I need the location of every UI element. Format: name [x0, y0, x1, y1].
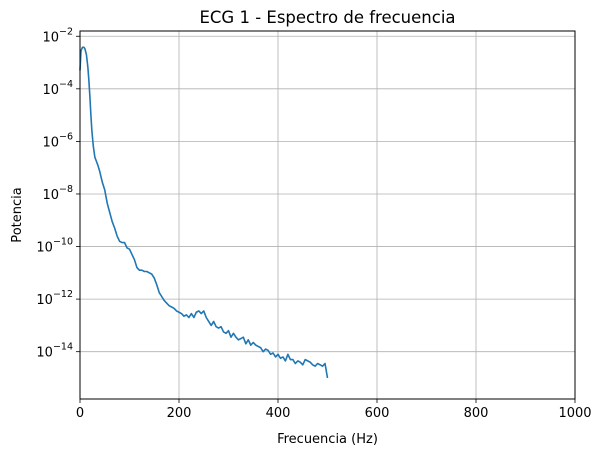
plot-background: [80, 31, 575, 399]
x-tick-label: 0: [76, 406, 84, 421]
y-tick-label: 10−8: [42, 184, 73, 203]
y-axis-ticks: 10−14 10−12 10−10 10−8 10−6 10−4 10−2: [36, 26, 80, 361]
y-tick-label: 10−6: [42, 131, 73, 150]
y-tick-label: 10−14: [36, 342, 73, 361]
plot-frame: [79, 30, 576, 400]
y-tick-label: 10−10: [36, 237, 73, 256]
series-line: [79, 46, 329, 379]
y-tick-label: 10−4: [42, 79, 73, 98]
x-tick-label: 200: [167, 406, 192, 421]
x-axis-ticks: 0 200 400 600 800 1000: [76, 399, 592, 421]
y-tick-label: 10−12: [36, 289, 73, 308]
x-tick-label: 800: [464, 406, 489, 421]
x-tick-label: 400: [266, 406, 291, 421]
y-tick-label: 10−2: [42, 26, 73, 45]
y-axis-label: Potencia: [10, 187, 25, 242]
x-axis-label: Frecuencia (Hz): [277, 432, 378, 447]
x-tick-label: 600: [365, 406, 390, 421]
chart-title: ECG 1 - Espectro de frecuencia: [199, 8, 455, 27]
x-tick-label: 1000: [558, 406, 591, 421]
